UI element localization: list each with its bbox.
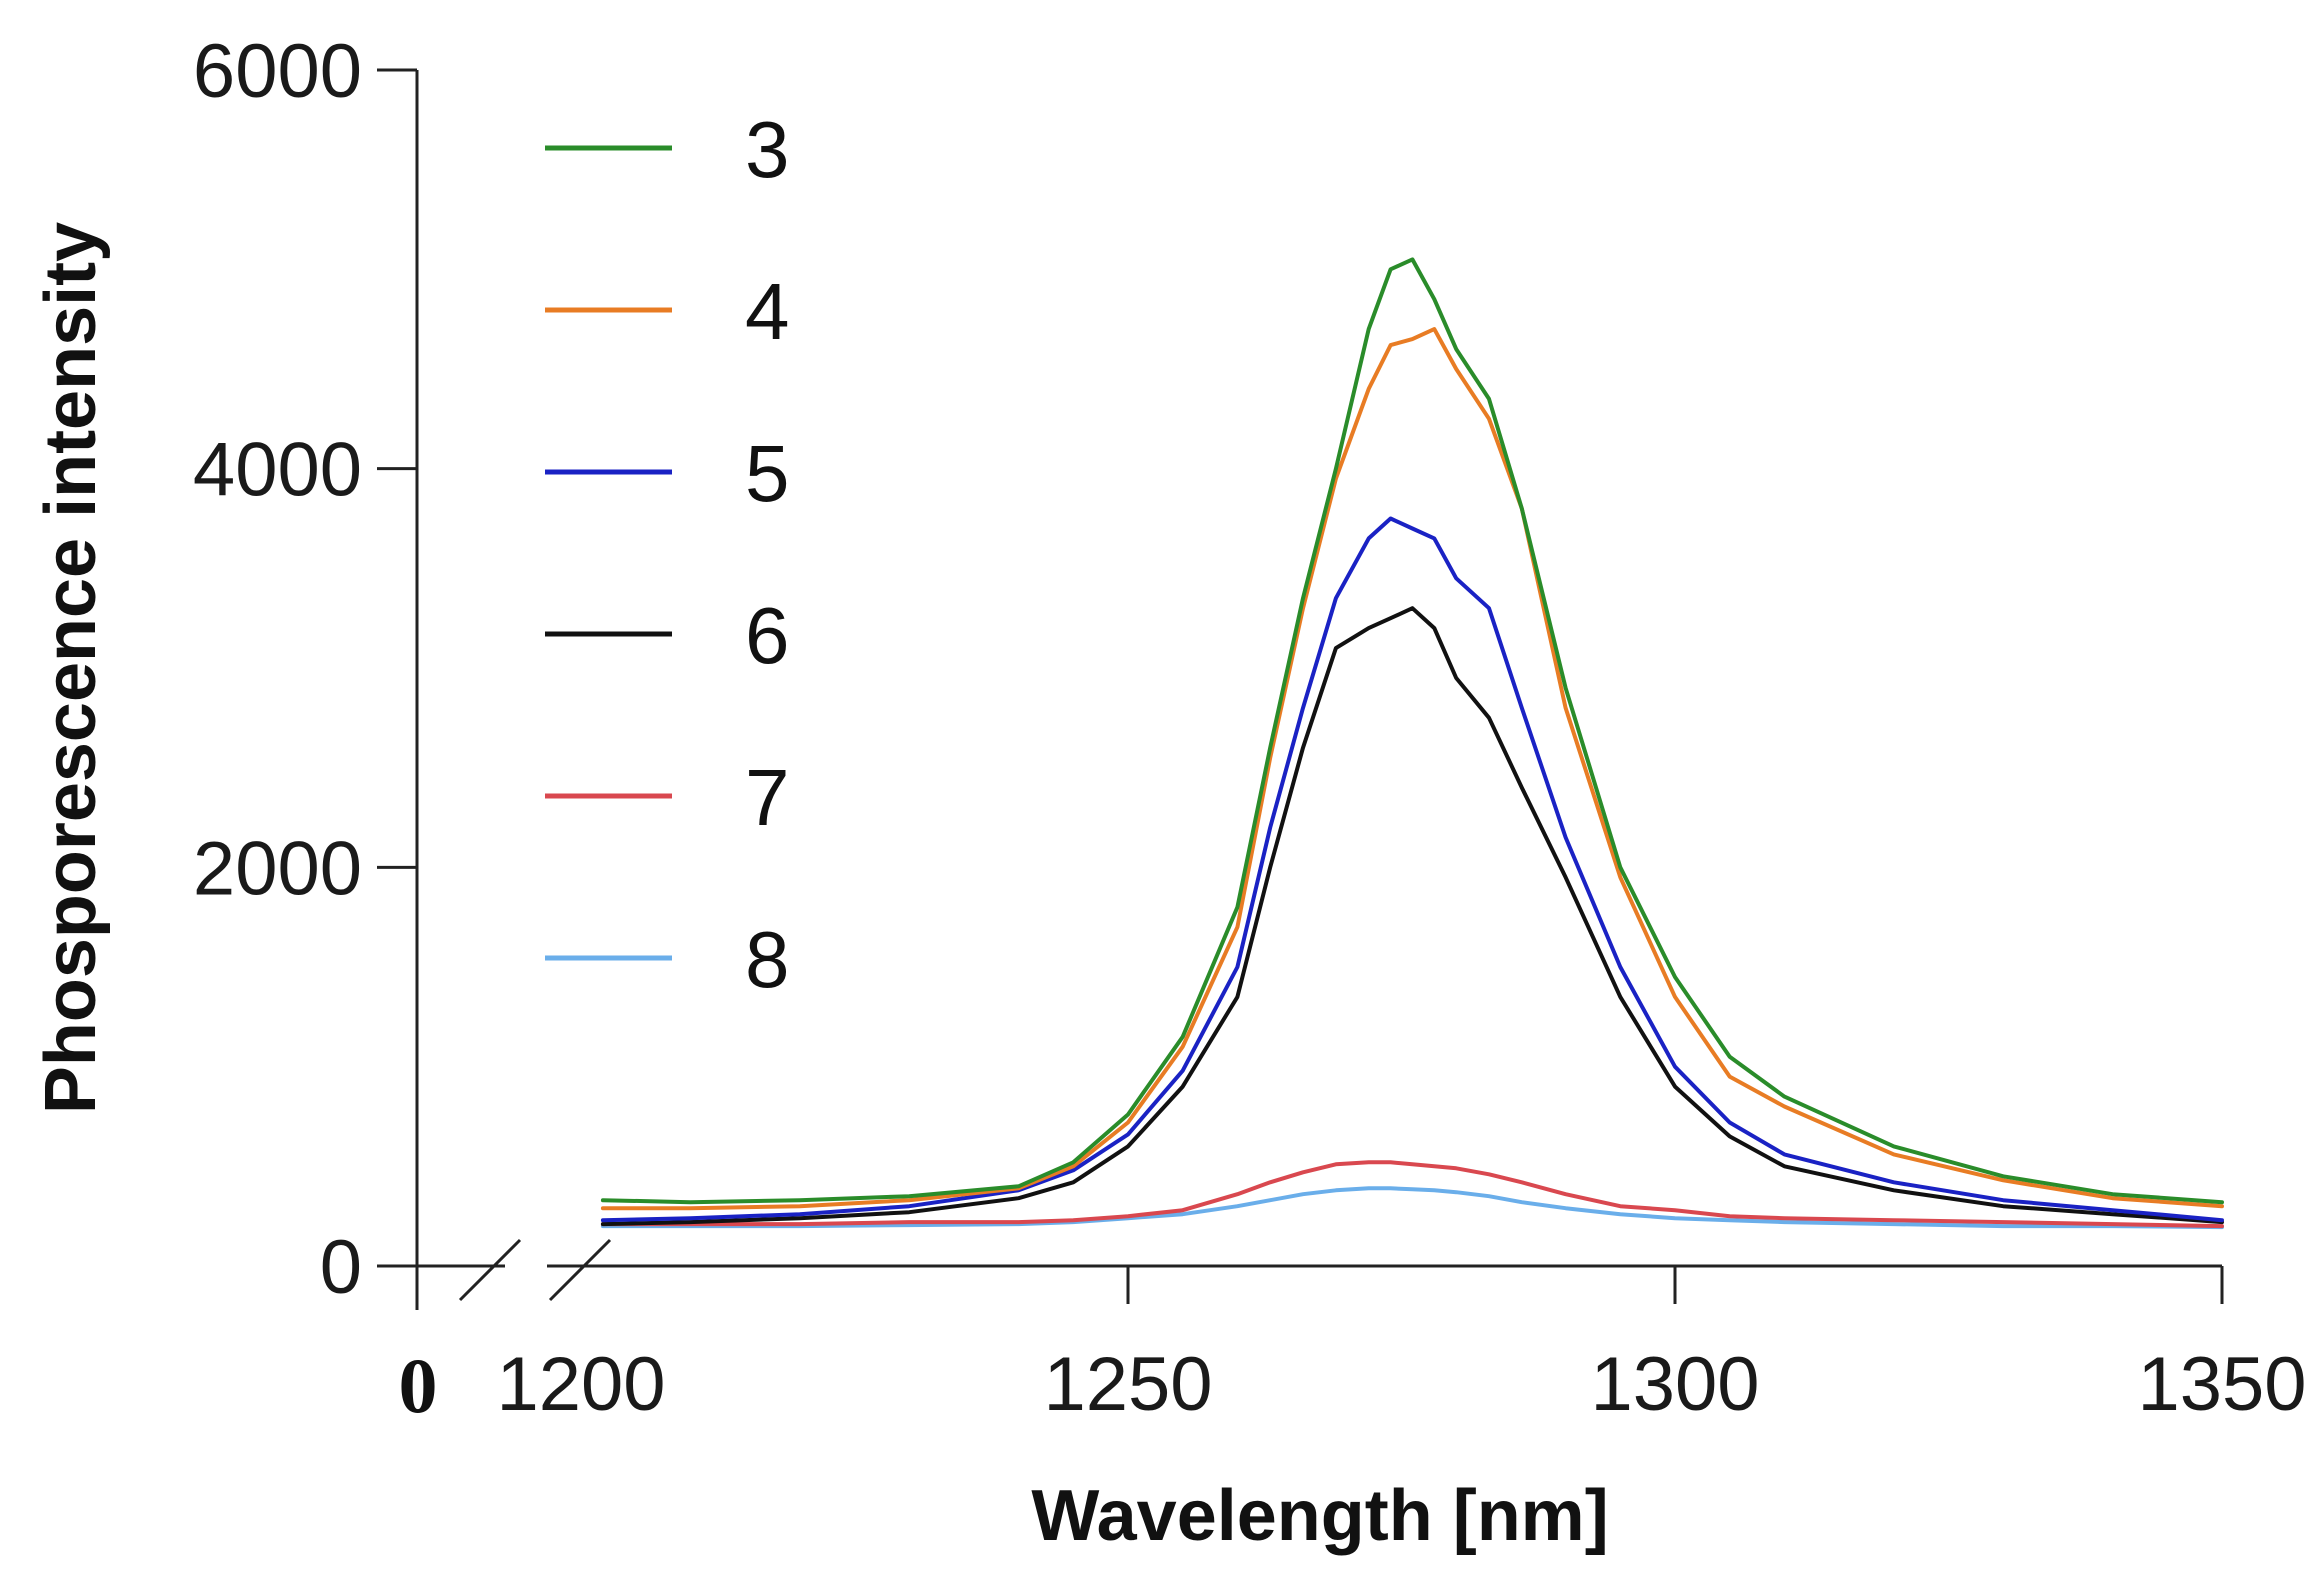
legend: 3 4 5 6 7 8: [545, 105, 790, 1004]
axis-break-mark-right: [548, 1238, 612, 1302]
legend-label-8: 8: [745, 915, 790, 1004]
axis-break-mark-left: [458, 1238, 522, 1302]
legend-label-6: 6: [745, 591, 790, 680]
x-tick-label: 1250: [1043, 1342, 1212, 1427]
y-tick-label: 2000: [193, 826, 362, 911]
x-tick-label: 1350: [2137, 1342, 2306, 1427]
x-tick-label: 1300: [1590, 1342, 1759, 1427]
legend-label-5: 5: [745, 429, 790, 518]
axis-ticks: 0 2000 4000 6000 1200 1250 1300 1350: [193, 29, 2307, 1427]
y-axis-title: Phosporescence intensity: [31, 222, 111, 1114]
y-tick-label: 0: [320, 1225, 362, 1310]
axes: [377, 70, 2222, 1310]
legend-label-3: 3: [745, 105, 790, 194]
x-tick-label: 1200: [496, 1342, 665, 1427]
series-group: [600, 257, 2224, 1230]
series-line-3: [600, 257, 2224, 1205]
legend-label-7: 7: [745, 753, 790, 842]
series-line-4: [600, 327, 2224, 1211]
legend-label-4: 4: [745, 267, 790, 356]
y-tick-label: 6000: [193, 29, 362, 114]
x-axis-title: Wavelength [nm]: [1031, 1476, 1608, 1556]
series-line-5: [600, 516, 2224, 1223]
series-line-7: [600, 1160, 2224, 1229]
y-tick-label: 4000: [193, 428, 362, 513]
x-break-zero-label: 0: [399, 1342, 438, 1429]
series-line-6: [600, 606, 2224, 1227]
